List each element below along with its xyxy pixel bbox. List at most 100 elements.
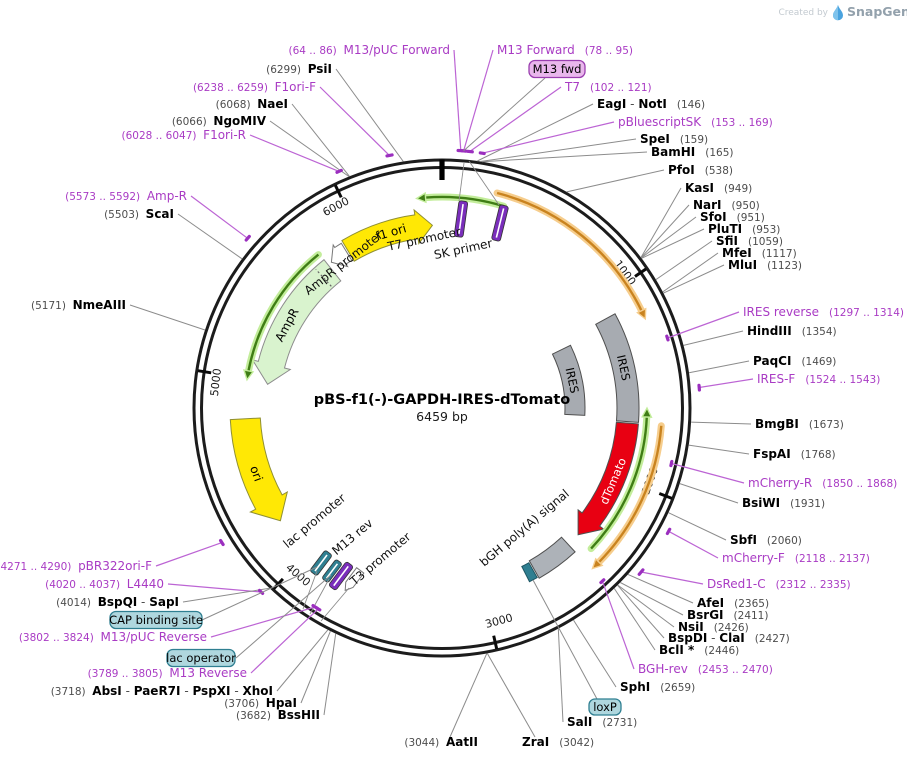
label-afei[interactable]: AfeI (2365) [697,596,769,610]
feature-dtomato[interactable] [577,421,639,536]
label-bspdi-clai[interactable]: BspDI - ClaI (2427) [668,631,790,645]
label-naei[interactable]: (6068) NaeI [216,97,288,111]
feature-arrow-green-ampr-arrowhead [242,369,255,382]
label-m13-forward[interactable]: M13 Forward (78 .. 95) [497,43,633,57]
label-m13-puc-forward[interactable]: (64 .. 86) M13/pUC Forward [289,43,450,57]
primer-mark-ires-reverse [665,334,670,342]
label-nari[interactable]: NarI (950) [693,198,760,212]
label-bgh-rev[interactable]: BGH-rev (2453 .. 2470) [638,662,773,676]
tick-label: 5000 [208,368,224,397]
snapgene-logo-icon [833,5,843,21]
callout-line-m13-forward [463,49,494,152]
label-bspqi-sapi[interactable]: (4014) BspQI - SapI [56,595,179,609]
label-paqci[interactable]: PaqCI (1469) [753,354,836,368]
label-ngomiv[interactable]: (6066) NgoMIV [172,114,267,128]
feature-arrow-green-right[interactable] [590,416,648,550]
label-sali[interactable]: SalI (2731) [567,715,637,729]
lac-operator-box[interactable]: lac operator [166,648,236,668]
t3-promoter-glyph[interactable] [342,567,365,593]
callout-line-fspai [688,444,750,455]
label-mfei[interactable]: MfeI (1117) [722,246,797,260]
label-pbluescriptsk[interactable]: pBluescriptSK (153 .. 169) [618,115,773,129]
feature-ires[interactable] [595,313,640,423]
feature-arrow-orange-right-upper[interactable] [496,191,643,312]
lac-promoter-glyph-2[interactable] [322,559,343,583]
sk-primer-glyph[interactable] [491,204,509,242]
label-hpai[interactable]: (3706) HpaI [224,696,297,710]
label-sphi[interactable]: SphI (2659) [620,680,695,694]
label-scai[interactable]: (5503) ScaI [104,207,174,221]
label-ires-f[interactable]: IRES-F (1524 .. 1543) [757,372,880,386]
label-dsred1-c[interactable]: DsRed1-C (2312 .. 2335) [707,577,851,591]
primer-mark-bgh-rev [599,578,606,585]
label-eagi-noti[interactable]: EagI - NotI (146) [597,97,705,111]
feature-loxp[interactable] [521,562,538,583]
label-aatii[interactable]: (3044) AatII [404,735,478,749]
callout-line-aatii [449,653,488,738]
label-f1ori-r[interactable]: (6028 .. 6047) F1ori-R [122,128,247,142]
m13-rev-glyph[interactable] [328,561,354,591]
label-l4440[interactable]: (4020 .. 4037) L4440 [45,577,164,591]
feature-ires[interactable] [551,344,586,416]
callout-line-kasi [640,187,682,258]
label-hindiii[interactable]: HindIII (1354) [747,324,837,338]
label-absi-row[interactable]: (3718) AbsI - PaeR7I - PspXI - XhoI [51,684,273,698]
label-bmgbi[interactable]: BmgBI (1673) [755,417,844,431]
label-pbr322ori-f[interactable]: (4271 .. 4290) pBR322ori-F [0,559,152,573]
callout-line-absi-row [276,629,329,692]
label-amp-r[interactable]: (5573 .. 5592) Amp-R [65,189,187,203]
m13-fwd-box[interactable]: M13 fwd [528,59,586,79]
label-sbfi[interactable]: SbfI (2060) [730,533,802,547]
label-f1ori-f[interactable]: (6238 .. 6259) F1ori-F [193,80,316,94]
label-m13-puc-reverse[interactable]: (3802 .. 3824) M13/pUC Reverse [19,630,207,644]
label-bamhi[interactable]: BamHI (165) [651,145,734,159]
callout-line-mcherry-f [668,530,719,559]
callout-line-lac-operator-box [235,574,332,659]
label-zrai[interactable]: ZraI (3042) [522,735,594,749]
callout-line-bsiwi [679,483,739,504]
inner-label-m13-rev[interactable]: M13 rev [329,516,375,558]
label-spei[interactable]: SpeI (159) [640,132,708,146]
callout-line-ngomiv [269,120,350,177]
label-nmeaiii[interactable]: (5171) NmeAIII [31,298,126,312]
t7-promoter-glyph[interactable] [453,200,469,238]
feature-ori[interactable] [229,417,289,522]
label-mcherry-r[interactable]: mCherry-R (1850 .. 1868) [748,476,897,490]
label-ires-reverse[interactable]: IRES reverse (1297 .. 1314) [743,305,904,319]
callout-line-nsii [617,584,675,628]
callout-line-sphi [573,619,617,688]
label-mlui[interactable]: MluI (1123) [728,258,802,272]
label-pluti[interactable]: PluTI (953) [708,222,780,236]
feature-arrow-orange-right-lower[interactable] [598,425,663,564]
label-kasi[interactable]: KasI (949) [685,181,752,195]
callout-line-nari [640,204,690,259]
label-pfoi[interactable]: PfoI (538) [668,163,733,177]
callout-line-m13-fwd-box [463,77,546,152]
primer-mark-pbr322ori-f [219,538,225,547]
label-bcli[interactable]: BclI * (2446) [659,643,739,657]
loxp-box[interactable]: loxP [588,698,622,716]
feature-ampr-promoter[interactable] [330,242,353,268]
callout-line-scai [177,213,243,260]
label-mcherry-f[interactable]: mCherry-F (2118 .. 2137) [722,551,870,565]
label-sfoi[interactable]: SfoI (951) [700,210,765,224]
inner-label-ampr-promoter[interactable]: AmpR promoter [302,228,386,298]
cap-binding-site-box[interactable]: CAP binding site [109,610,203,630]
label-fspai[interactable]: FspAI (1768) [753,447,836,461]
feature-f1-ori[interactable] [341,208,434,262]
label-bsshii[interactable]: (3682) BssHII [236,708,320,722]
label-nsii[interactable]: NsiI (2426) [678,620,749,634]
label-bsrgi[interactable]: BsrGI (2411) [687,608,768,622]
label-psii[interactable]: (6299) PsiI [266,62,332,76]
feature-ampr[interactable] [251,258,342,385]
lac-promoter-glyph[interactable] [310,550,333,576]
feature-arrow-green-ampr[interactable] [247,253,320,372]
feature-arrow-green-top[interactable] [425,195,505,208]
label-m13-reverse[interactable]: (3789 .. 3805) M13 Reverse [88,666,247,680]
label-bsiwi[interactable]: BsiWI (1931) [742,496,825,510]
label-t7[interactable]: T7 (102 .. 121) [564,80,652,94]
label-sfii[interactable]: SfiI (1059) [716,234,783,248]
callout-line-afei [627,573,694,604]
feature-bgh-poly-a-signal[interactable] [528,536,576,579]
